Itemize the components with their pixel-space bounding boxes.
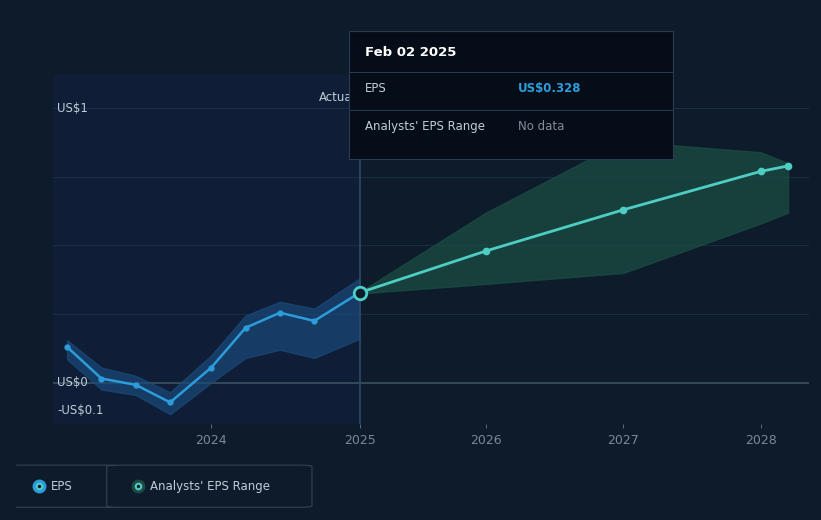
Text: Analysts Forecasts: Analysts Forecasts	[365, 91, 475, 104]
Text: US$0: US$0	[57, 376, 88, 389]
Text: Analysts' EPS Range: Analysts' EPS Range	[150, 479, 270, 493]
FancyBboxPatch shape	[107, 465, 312, 508]
Bar	[53, 75, 360, 424]
Text: -US$0.1: -US$0.1	[57, 404, 104, 417]
Text: US$1: US$1	[57, 102, 89, 115]
Text: EPS: EPS	[51, 479, 73, 493]
Text: US$0.328: US$0.328	[517, 82, 581, 95]
Text: Analysts' EPS Range: Analysts' EPS Range	[365, 121, 485, 134]
FancyBboxPatch shape	[8, 465, 119, 508]
Text: Feb 02 2025: Feb 02 2025	[365, 46, 456, 59]
Text: Actual: Actual	[319, 91, 355, 104]
Text: No data: No data	[517, 121, 564, 134]
Text: EPS: EPS	[365, 82, 387, 95]
